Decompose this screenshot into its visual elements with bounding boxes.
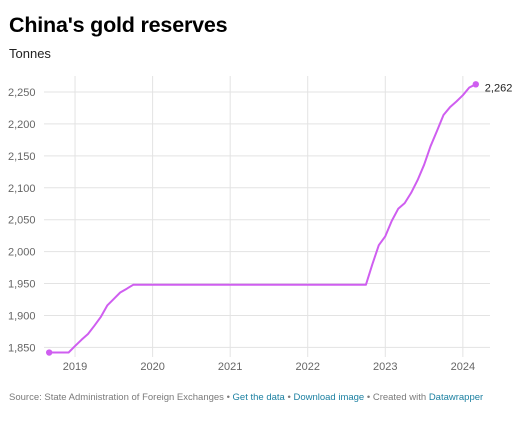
footer-separator: •: [366, 392, 371, 403]
download-image-link[interactable]: Download image: [293, 392, 365, 403]
y-tick-label: 2,250: [8, 87, 36, 99]
datawrapper-link[interactable]: Datawrapper: [428, 392, 484, 403]
x-tick-label: 2020: [140, 361, 164, 373]
y-tick-label: 2,100: [8, 183, 36, 195]
x-tick-label: 2024: [451, 361, 475, 373]
created-with-text: Created with: [372, 392, 427, 403]
y-tick-label: 2,200: [8, 119, 36, 131]
y-tick-label: 2,000: [8, 247, 36, 259]
x-tick-label: 2023: [373, 361, 397, 373]
y-tick-label: 1,900: [8, 310, 36, 322]
footer-separator: •: [226, 392, 230, 403]
start-point: [45, 349, 53, 356]
y-tick-label: 2,150: [8, 151, 36, 163]
chart-title: China's gold reserves: [9, 13, 228, 37]
x-tick-label: 2019: [63, 361, 87, 373]
series-line: [48, 83, 477, 354]
y-tick-label: 2,050: [8, 215, 36, 227]
x-tick-label: 2021: [218, 361, 242, 373]
source-note: Source: State Administration of Foreign …: [9, 392, 224, 403]
x-tick-label: 2022: [295, 361, 319, 373]
footer-separator: •: [287, 392, 291, 403]
end-point: [472, 81, 480, 88]
y-tick-label: 1,950: [8, 279, 36, 291]
gold-reserves-line-chart: 1,850 1,900 1,950 2,000 2,050 2,100 2,150 2,200…: [8, 76, 513, 373]
chart-subtitle: Tonnes: [9, 46, 51, 61]
chart-footer: Source: State Administration of Foreign …: [9, 392, 483, 403]
end-value-label: 2,262: [485, 82, 513, 94]
get-the-data-link[interactable]: Get the data: [232, 392, 285, 403]
y-tick-label: 1,850: [8, 342, 36, 354]
